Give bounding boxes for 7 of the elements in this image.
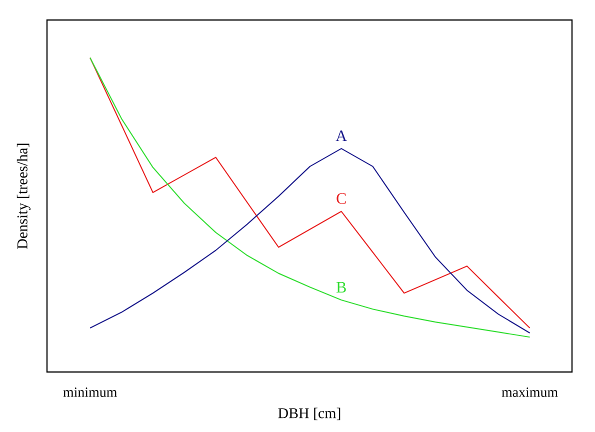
series-label: A xyxy=(336,130,347,142)
x-axis-title: DBH [cm] xyxy=(278,408,340,420)
x-tick-label: minimum xyxy=(63,388,118,397)
y-axis-title: Density [trees/ha] xyxy=(16,144,30,249)
series-label: B xyxy=(336,282,346,293)
x-tick-label: maximum xyxy=(502,388,558,397)
series-label: C xyxy=(336,193,346,204)
